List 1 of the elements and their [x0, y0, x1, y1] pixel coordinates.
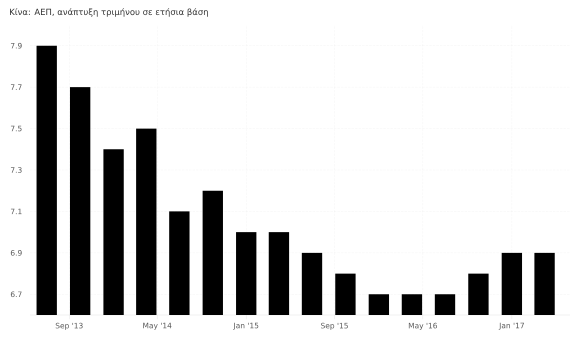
chart-title: Κίνα: ΑΕΠ, ανάπτυξη τριμήνου σε ετήσια βάση [10, 8, 208, 17]
